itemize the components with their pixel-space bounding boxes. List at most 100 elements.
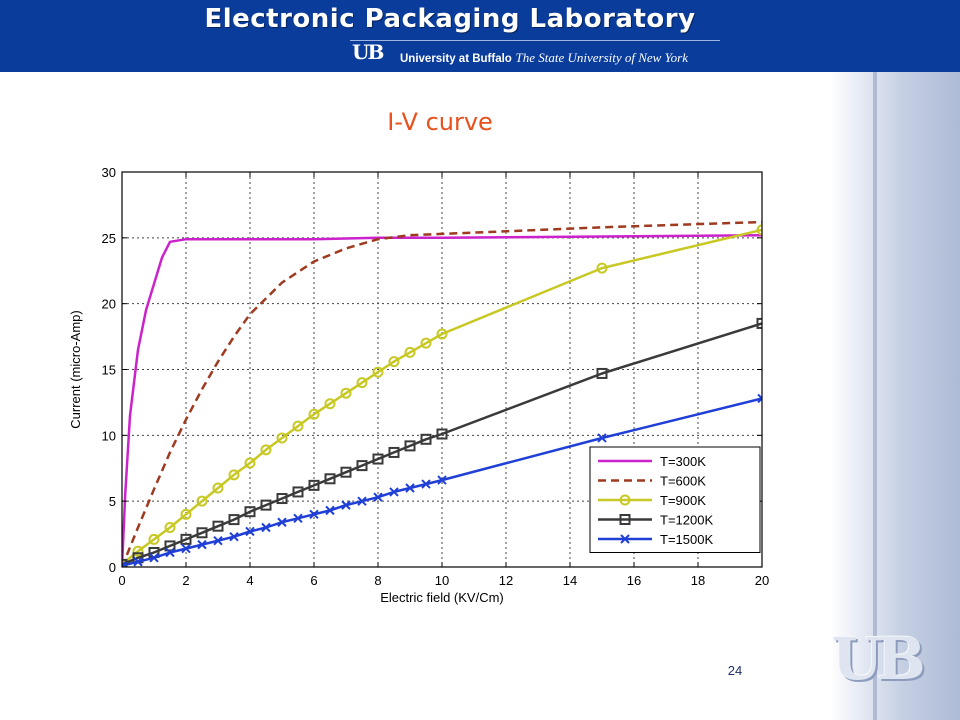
header-divider xyxy=(350,40,720,41)
data-point xyxy=(757,393,762,404)
data-point xyxy=(756,224,762,236)
legend-label: T=1500K xyxy=(660,532,713,547)
x-tick-label: 10 xyxy=(435,573,449,588)
university-name: University at Buffalo xyxy=(400,53,512,65)
series-t-1500k xyxy=(122,393,762,567)
legend-label: T=600K xyxy=(660,474,706,489)
series-t-300k xyxy=(122,233,762,567)
x-tick-label: 2 xyxy=(182,573,189,588)
data-point xyxy=(356,377,368,389)
data-point xyxy=(196,527,208,539)
data-point xyxy=(340,387,352,399)
data-point xyxy=(356,460,368,472)
x-tick-label: 8 xyxy=(374,573,381,588)
y-tick-label: 20 xyxy=(102,297,116,312)
x-tick-label: 6 xyxy=(310,573,317,588)
y-tick-label: 25 xyxy=(102,231,116,246)
legend-marker xyxy=(620,534,630,544)
data-point xyxy=(389,487,399,497)
data-point xyxy=(132,545,144,557)
slide-number: 24 xyxy=(727,663,743,678)
right-band-edge xyxy=(873,72,877,720)
data-point xyxy=(292,420,304,432)
y-tick-label: 15 xyxy=(102,363,116,378)
legend-label: T=900K xyxy=(660,493,706,508)
chart-ticks: 0 2 4 6 8 10 12 14 16 18 20 0 5 10 15 20 25 30 xyxy=(102,165,770,588)
data-point xyxy=(404,346,416,358)
data-point xyxy=(148,533,160,545)
suny-name: The State University of New York xyxy=(515,50,688,65)
data-point xyxy=(122,560,127,567)
data-point xyxy=(292,486,304,498)
lab-title: Electronic Packaging Laboratory xyxy=(204,4,696,34)
ub-logo: UB xyxy=(352,40,384,64)
right-gradient-band xyxy=(830,72,960,720)
data-point xyxy=(308,479,320,491)
legend-entry: T=900K xyxy=(598,493,706,508)
header-banner: Electronic Packaging Laboratory UB Unive… xyxy=(0,0,960,72)
x-tick-label: 18 xyxy=(691,573,705,588)
y-axis-label: Current (micro-Amp) xyxy=(68,310,83,428)
data-point xyxy=(596,367,608,379)
data-point xyxy=(133,557,143,567)
data-point xyxy=(181,543,191,554)
chart-legend: T=300K T=600K T=900K T=1200K T=1500K xyxy=(589,446,761,553)
slide-title: I-V curve xyxy=(387,108,493,136)
data-point xyxy=(245,526,255,537)
data-point xyxy=(260,499,272,511)
data-point xyxy=(357,496,367,506)
data-point xyxy=(164,540,176,552)
data-point xyxy=(405,483,415,493)
data-point xyxy=(213,535,223,546)
data-point xyxy=(341,500,351,510)
data-point xyxy=(196,495,208,507)
data-point xyxy=(244,457,256,469)
data-point xyxy=(228,469,240,481)
series-line xyxy=(122,228,762,566)
data-point xyxy=(372,366,384,378)
x-tick-label: 20 xyxy=(755,573,769,588)
data-point xyxy=(309,509,319,520)
data-point xyxy=(180,533,192,545)
data-point xyxy=(388,356,400,368)
data-point xyxy=(420,337,432,349)
data-point xyxy=(308,408,320,420)
data-point xyxy=(197,539,207,550)
x-tick-label: 4 xyxy=(246,573,253,588)
data-point xyxy=(228,514,240,526)
data-point xyxy=(421,479,431,489)
y-tick-label: 5 xyxy=(109,494,116,509)
data-point xyxy=(596,262,608,274)
legend-marker xyxy=(619,494,631,506)
data-point xyxy=(164,522,176,533)
data-point xyxy=(597,433,607,443)
data-point xyxy=(212,520,224,532)
data-point xyxy=(324,473,336,485)
data-point xyxy=(436,428,448,440)
data-point xyxy=(276,493,288,505)
data-point xyxy=(276,432,288,444)
legend-entry: T=600K xyxy=(598,474,706,489)
data-point xyxy=(388,446,400,458)
x-axis-label: Electric field (KV/Cm) xyxy=(380,590,504,605)
series-t-600k xyxy=(122,220,762,567)
data-point xyxy=(165,547,175,558)
data-point xyxy=(756,317,762,329)
data-point xyxy=(229,532,239,542)
data-point xyxy=(149,553,159,563)
chart-series-group xyxy=(122,220,762,567)
data-point xyxy=(372,453,384,465)
legend-label: T=1200K xyxy=(660,513,713,528)
data-point xyxy=(420,433,432,445)
data-point xyxy=(324,398,336,410)
data-point xyxy=(212,482,224,494)
data-point xyxy=(277,517,287,527)
data-point xyxy=(180,508,192,520)
data-point xyxy=(437,475,447,485)
data-point xyxy=(404,440,416,452)
series-line xyxy=(122,220,762,567)
data-point xyxy=(260,444,272,456)
legend-entry: T=300K xyxy=(598,454,706,469)
x-tick-label: 0 xyxy=(118,573,125,588)
